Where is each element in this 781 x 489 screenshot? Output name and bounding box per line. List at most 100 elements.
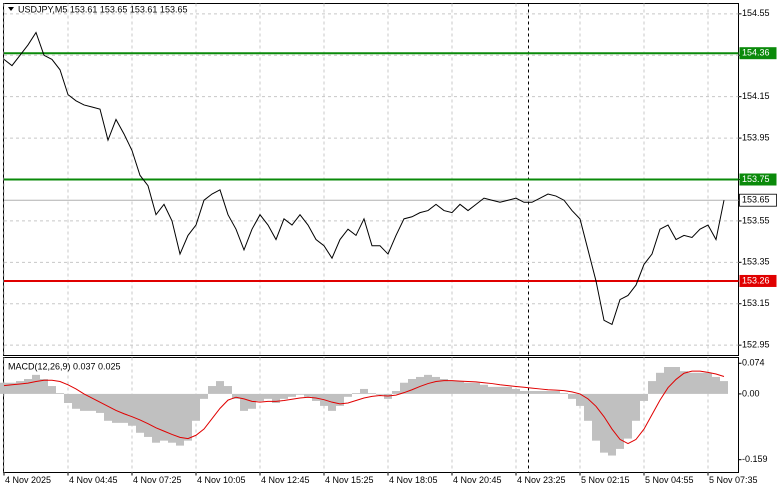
- y-tick-label: 153.35: [742, 257, 770, 267]
- macd-bar: [528, 391, 536, 394]
- macd-bar: [440, 379, 448, 394]
- macd-bar: [128, 393, 136, 426]
- macd-bar: [576, 393, 584, 406]
- macd-bar: [672, 367, 680, 394]
- macd-bar: [216, 381, 224, 394]
- macd-bar: [600, 393, 608, 453]
- x-tick-label: 5 Nov 04:55: [645, 475, 694, 485]
- y-tick-label: 153.95: [742, 132, 770, 142]
- macd-bar: [240, 393, 248, 411]
- macd-bar: [296, 393, 304, 395]
- macd-bar: [432, 376, 440, 394]
- symbol-icon: [8, 7, 14, 11]
- macd-bar: [368, 393, 376, 394]
- macd-bar: [712, 376, 720, 394]
- x-tick-label: 4 Nov 04:45: [69, 475, 118, 485]
- x-tick-label: 5 Nov 02:15: [581, 475, 630, 485]
- macd-bar: [464, 382, 472, 394]
- macd-bar: [112, 393, 120, 423]
- macd-bar: [680, 371, 688, 394]
- x-tick-label: 4 Nov 12:45: [261, 475, 310, 485]
- macd-bar: [640, 393, 648, 401]
- macd-bar: [344, 393, 352, 397]
- macd-bar: [96, 393, 104, 413]
- macd-bar: [400, 382, 408, 394]
- level-badge: [739, 274, 777, 287]
- macd-bar: [64, 393, 72, 404]
- macd-bar: [360, 388, 368, 394]
- macd-bar: [488, 386, 496, 394]
- macd-bar: [392, 391, 400, 394]
- level-badge: [739, 47, 777, 60]
- x-tick-label: 4 Nov 10:05: [197, 475, 246, 485]
- y-tick-label: 152.95: [742, 340, 770, 350]
- macd-bar: [592, 393, 600, 441]
- x-tick-label: 4 Nov 07:25: [133, 475, 182, 485]
- price-line: [3, 31, 725, 326]
- y-tick-label: 153.55: [742, 215, 770, 225]
- macd-bar: [568, 393, 576, 399]
- macd-bar: [56, 393, 64, 394]
- macd-bar: [496, 386, 504, 394]
- macd-bar: [416, 376, 424, 394]
- current-price-badge: [739, 193, 777, 207]
- macd-bar: [336, 393, 344, 406]
- y-tick-label: 0.00: [742, 388, 760, 398]
- macd-bar: [376, 393, 384, 395]
- macd-bar: [136, 393, 144, 433]
- macd-bar: [48, 386, 56, 394]
- macd-bar: [480, 384, 488, 394]
- macd-bar: [0, 382, 8, 394]
- macd-bar: [168, 393, 176, 443]
- macd-title: MACD(12,26,9) 0.037 0.025: [8, 361, 121, 371]
- macd-bar: [536, 391, 544, 394]
- macd-bar: [152, 393, 160, 443]
- level-label: 153.26: [742, 275, 770, 285]
- macd-bar: [608, 393, 616, 456]
- macd-bar: [560, 393, 568, 394]
- y-tick-label: 0.074: [742, 358, 765, 368]
- macd-bar: [704, 372, 712, 394]
- macd-bar: [192, 393, 200, 421]
- x-tick-label: 4 Nov 18:05: [389, 475, 438, 485]
- macd-bar: [256, 393, 264, 401]
- macd-bar: [656, 372, 664, 394]
- macd-bar: [16, 381, 24, 394]
- y-tick-label: 154.15: [742, 91, 770, 101]
- macd-bar: [272, 393, 280, 404]
- x-tick-label: 4 Nov 2025: [5, 475, 51, 485]
- macd-bar: [664, 367, 672, 394]
- x-tick-label: 4 Nov 20:45: [453, 475, 502, 485]
- macd-bar: [40, 379, 48, 394]
- x-tick-label: 4 Nov 15:25: [325, 475, 374, 485]
- macd-bar: [280, 393, 288, 399]
- macd-bar: [544, 391, 552, 394]
- macd-bar: [184, 393, 192, 441]
- macd-frame: [3, 357, 739, 473]
- macd-bar: [632, 393, 640, 421]
- macd-bar: [8, 382, 16, 394]
- macd-bar: [456, 381, 464, 394]
- macd-bar: [696, 372, 704, 394]
- macd-bar: [472, 382, 480, 394]
- macd-bar: [160, 393, 168, 441]
- macd-bar: [24, 379, 32, 394]
- macd-bar: [72, 393, 80, 409]
- macd-bar: [208, 386, 216, 394]
- macd-bar: [232, 393, 240, 399]
- macd-bar: [144, 393, 152, 437]
- macd-bar: [104, 393, 112, 421]
- macd-bar: [120, 393, 128, 423]
- macd-bar: [504, 386, 512, 394]
- macd-bar: [424, 374, 432, 394]
- x-tick-label: 5 Nov 07:35: [709, 475, 758, 485]
- macd-bar: [312, 393, 320, 401]
- y-tick-label: 154.55: [742, 8, 770, 18]
- macd-bar: [624, 393, 632, 439]
- level-label: 153.75: [742, 174, 770, 184]
- macd-bar: [720, 381, 728, 394]
- macd-bar: [616, 393, 624, 449]
- level-label: 154.36: [742, 48, 770, 58]
- macd-bar: [32, 374, 40, 394]
